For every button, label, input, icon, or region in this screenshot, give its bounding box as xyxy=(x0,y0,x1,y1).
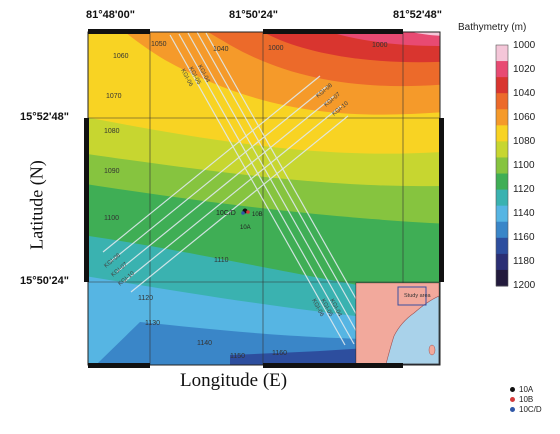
contour-label: 1150 xyxy=(230,353,245,360)
site-markers xyxy=(241,208,250,215)
colorbar-label: 1080 xyxy=(513,136,536,147)
legend-label: 10B xyxy=(519,395,534,404)
contour-label: 1070 xyxy=(106,93,122,100)
map-frame xyxy=(84,29,444,368)
x-tick-label: 81°48'00" xyxy=(86,9,135,21)
legend-item-10cd: 10C/D xyxy=(510,405,542,414)
site-10cd-marker xyxy=(241,211,245,215)
colorbar-swatch xyxy=(496,61,508,78)
colorbar-swatch xyxy=(496,237,508,255)
contour-label: 1130 xyxy=(145,320,160,327)
colorbar-swatch xyxy=(496,157,508,175)
site-10b-marker xyxy=(246,210,250,214)
colorbar-label: 1180 xyxy=(513,256,535,267)
colorbar-swatch xyxy=(496,93,508,110)
contour-label: 1100 xyxy=(104,215,119,222)
colorbar-label: 1120 xyxy=(513,184,535,195)
site-label-10cd: 10C/D xyxy=(216,210,236,217)
colorbar-swatch xyxy=(496,269,508,287)
y-axis-title: Latitude (N) xyxy=(17,150,57,260)
colorbar-swatch xyxy=(496,221,508,239)
colorbar xyxy=(495,44,509,287)
contour-label: 1000 xyxy=(372,42,388,49)
contour-label: 1140 xyxy=(197,340,212,347)
x-tick-label: 81°50'24" xyxy=(229,9,278,21)
colorbar-label: 1000 xyxy=(513,40,536,51)
colorbar-label: 1100 xyxy=(513,160,535,171)
colorbar-swatch xyxy=(496,253,508,271)
contour-label: 1060 xyxy=(113,53,129,60)
colorbar-swatch xyxy=(496,141,508,158)
colorbar-swatch xyxy=(496,77,508,94)
contour-label: 1160 xyxy=(272,350,287,357)
contour-label: 1050 xyxy=(151,41,167,48)
svg-text:Study area: Study area xyxy=(404,293,432,299)
legend-dot-icon xyxy=(510,387,515,392)
legend-label: 10C/D xyxy=(519,405,542,414)
contour-label: 1090 xyxy=(104,168,120,175)
x-tick-label: 81°52'48" xyxy=(393,9,442,21)
legend-item-10b: 10B xyxy=(510,395,533,404)
legend-dot-icon xyxy=(510,397,515,402)
colorbar-label: 1160 xyxy=(513,232,535,243)
colorbar-label: 1020 xyxy=(513,64,536,75)
colorbar-label: 1200 xyxy=(513,280,536,291)
y-tick-label: 15°52'48" xyxy=(20,111,69,123)
colorbar-outline xyxy=(495,44,509,287)
colorbar-title: Bathymetry (m) xyxy=(458,22,527,33)
colorbar-swatch xyxy=(496,125,508,142)
colorbar-label: 1140 xyxy=(513,208,535,219)
contour-label: 1000 xyxy=(268,45,284,52)
x-axis-title: Longitude (E) xyxy=(180,370,288,391)
y-tick-label: 15°50'24" xyxy=(20,275,69,287)
colorbar-swatch xyxy=(496,45,508,62)
survey-tracks xyxy=(102,31,382,346)
colorbar-label: 1060 xyxy=(513,112,536,123)
contour-label: 1080 xyxy=(104,128,120,135)
legend-label: 10A xyxy=(519,385,534,394)
inset-map: Study area xyxy=(355,282,440,365)
colorbar-swatch xyxy=(496,173,508,191)
legend-dot-icon xyxy=(510,407,515,412)
site-label-10b: 10B xyxy=(252,212,263,218)
site-label-10a: 10A xyxy=(240,225,251,231)
contour-label: 1110 xyxy=(214,257,229,264)
colorbar-swatch xyxy=(496,109,508,126)
contour-label: 1120 xyxy=(138,295,153,302)
contour-label: 1040 xyxy=(213,46,229,53)
colorbar-swatch xyxy=(496,205,508,223)
y-axis-title-text: Latitude (N) xyxy=(26,160,47,250)
colorbar-label: 1040 xyxy=(513,88,536,99)
legend-item-10a: 10A xyxy=(510,385,533,394)
colorbar-swatch xyxy=(496,189,508,207)
